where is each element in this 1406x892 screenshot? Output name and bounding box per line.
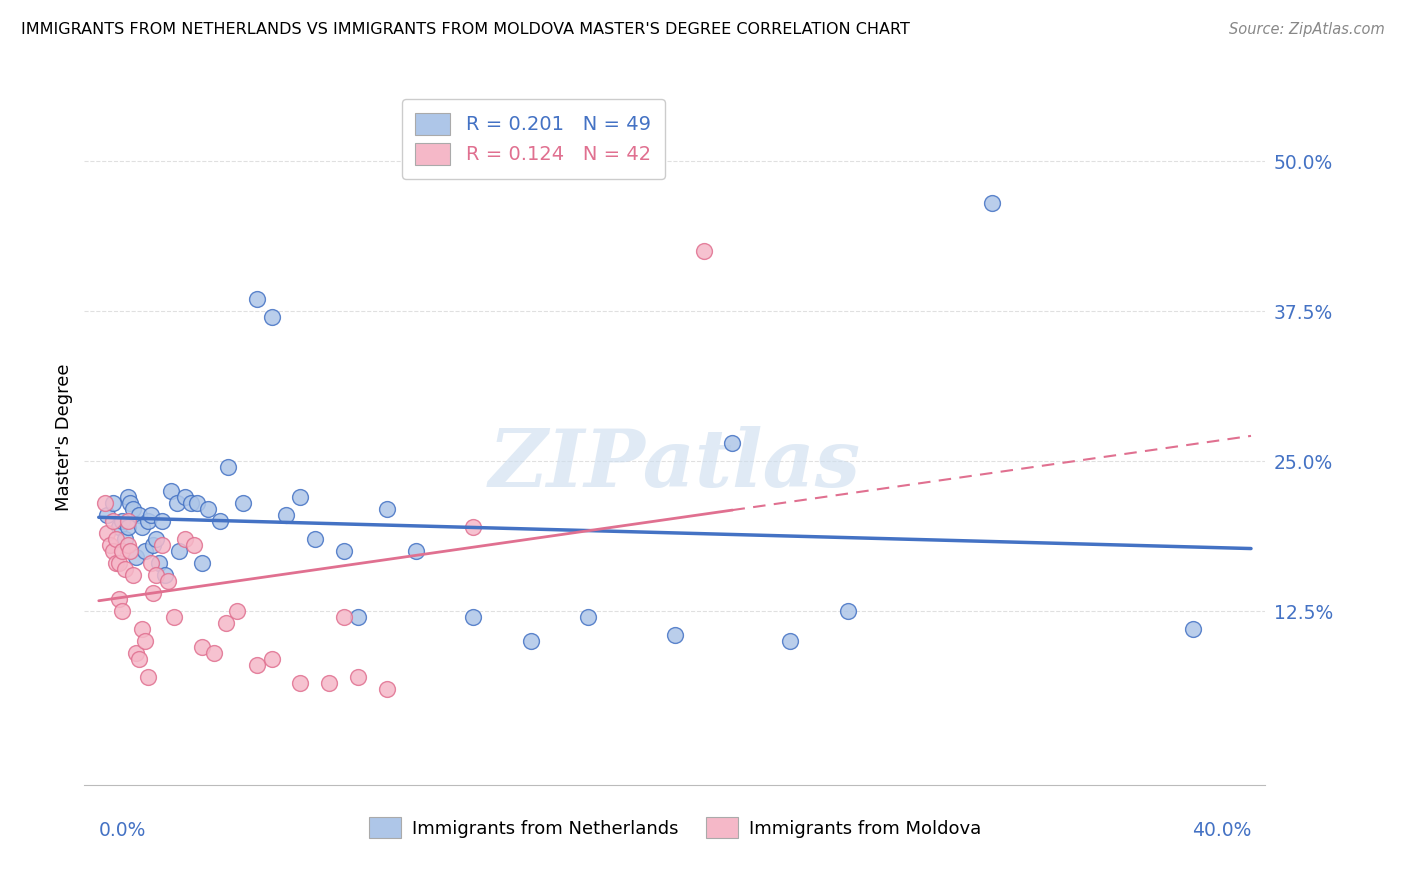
Point <box>202 646 225 660</box>
Point <box>114 562 136 576</box>
Point <box>150 514 173 528</box>
Text: Source: ZipAtlas.com: Source: ZipAtlas.com <box>1229 22 1385 37</box>
Point <box>96 526 118 541</box>
Point <box>180 496 202 510</box>
Point <box>117 514 139 528</box>
Point <box>131 622 153 636</box>
Point <box>246 658 269 673</box>
Point <box>578 610 600 624</box>
Point <box>142 586 165 600</box>
Point <box>520 634 543 648</box>
Point <box>108 592 131 607</box>
Point <box>111 604 134 618</box>
Text: 0.0%: 0.0% <box>98 821 146 840</box>
Point <box>114 532 136 546</box>
Point <box>208 514 231 528</box>
Point <box>463 610 485 624</box>
Text: IMMIGRANTS FROM NETHERLANDS VS IMMIGRANTS FROM MOLDOVA MASTER'S DEGREE CORRELATI: IMMIGRANTS FROM NETHERLANDS VS IMMIGRANT… <box>21 22 910 37</box>
Point <box>290 676 312 690</box>
Point <box>304 532 326 546</box>
Point <box>159 484 181 499</box>
Point <box>290 490 312 504</box>
Point <box>108 556 131 570</box>
Point <box>463 520 485 534</box>
Point <box>101 544 124 558</box>
Point <box>375 681 398 696</box>
Point <box>105 556 128 570</box>
Point <box>260 310 283 325</box>
Point <box>150 538 173 552</box>
Point <box>226 604 249 618</box>
Point <box>191 640 214 654</box>
Point <box>174 532 197 546</box>
Point <box>139 508 162 522</box>
Point <box>93 496 115 510</box>
Point <box>347 610 370 624</box>
Point <box>134 544 156 558</box>
Point <box>405 544 427 558</box>
Point <box>117 490 139 504</box>
Point <box>98 538 121 552</box>
Point <box>186 496 208 510</box>
Point <box>122 502 145 516</box>
Point <box>145 532 167 546</box>
Point <box>1182 622 1205 636</box>
Point <box>134 634 156 648</box>
Point <box>128 652 150 666</box>
Point <box>148 556 170 570</box>
Point <box>169 544 191 558</box>
Text: ZIPatlas: ZIPatlas <box>489 426 860 504</box>
Point <box>108 520 131 534</box>
Point <box>191 556 214 570</box>
Point <box>111 544 134 558</box>
Point <box>332 610 354 624</box>
Point <box>347 670 370 684</box>
Point <box>153 568 176 582</box>
Point <box>837 604 859 618</box>
Point <box>142 538 165 552</box>
Point <box>96 508 118 522</box>
Point <box>174 490 197 504</box>
Point <box>125 549 148 564</box>
Point <box>980 196 1002 211</box>
Point <box>721 436 744 450</box>
Point <box>105 532 128 546</box>
Point <box>111 514 134 528</box>
Point <box>332 544 354 558</box>
Point <box>156 574 179 588</box>
Point <box>166 496 188 510</box>
Point <box>197 502 219 516</box>
Point <box>692 244 714 259</box>
Point <box>779 634 801 648</box>
Point <box>117 538 139 552</box>
Point <box>232 496 254 510</box>
Point <box>217 460 239 475</box>
Point <box>120 544 142 558</box>
Text: 40.0%: 40.0% <box>1192 821 1251 840</box>
Y-axis label: Master's Degree: Master's Degree <box>55 363 73 511</box>
Point <box>664 628 686 642</box>
Point <box>274 508 297 522</box>
Point <box>101 514 124 528</box>
Point <box>136 670 159 684</box>
Point <box>163 610 186 624</box>
Point <box>375 502 398 516</box>
Point <box>101 496 124 510</box>
Point <box>122 568 145 582</box>
Point <box>318 676 340 690</box>
Point <box>125 646 148 660</box>
Point <box>214 615 236 630</box>
Legend: Immigrants from Netherlands, Immigrants from Moldova: Immigrants from Netherlands, Immigrants … <box>361 810 988 846</box>
Point <box>145 568 167 582</box>
Point <box>128 508 150 522</box>
Point <box>260 652 283 666</box>
Point <box>183 538 205 552</box>
Point <box>139 556 162 570</box>
Point <box>246 292 269 306</box>
Point <box>136 514 159 528</box>
Point <box>120 496 142 510</box>
Point <box>117 520 139 534</box>
Point <box>131 520 153 534</box>
